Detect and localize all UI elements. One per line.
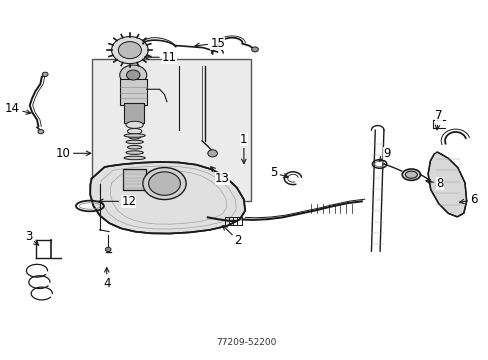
Text: 9: 9 xyxy=(378,147,390,161)
Text: 7: 7 xyxy=(434,109,442,130)
Text: 5: 5 xyxy=(270,166,287,179)
Ellipse shape xyxy=(124,156,145,160)
Text: 2: 2 xyxy=(222,225,241,247)
Text: 4: 4 xyxy=(103,267,110,290)
Bar xyxy=(92,59,251,201)
Circle shape xyxy=(251,47,258,52)
Bar xyxy=(123,103,143,123)
Text: 6: 6 xyxy=(459,193,477,206)
Ellipse shape xyxy=(124,134,145,137)
Ellipse shape xyxy=(126,140,143,144)
Text: 11: 11 xyxy=(144,51,177,64)
Circle shape xyxy=(38,130,43,134)
Ellipse shape xyxy=(127,145,142,149)
Circle shape xyxy=(105,247,111,252)
Ellipse shape xyxy=(126,121,143,129)
Circle shape xyxy=(207,150,217,157)
Bar xyxy=(122,169,145,190)
Ellipse shape xyxy=(126,151,143,154)
Polygon shape xyxy=(90,162,244,234)
Circle shape xyxy=(148,172,180,195)
Text: 12: 12 xyxy=(99,195,136,208)
Text: 1: 1 xyxy=(240,132,247,163)
Ellipse shape xyxy=(128,134,141,139)
Circle shape xyxy=(126,70,140,80)
Text: 8: 8 xyxy=(425,177,443,190)
Text: 14: 14 xyxy=(5,102,31,115)
Circle shape xyxy=(142,167,186,199)
Circle shape xyxy=(120,65,146,85)
Text: 13: 13 xyxy=(210,167,229,185)
Polygon shape xyxy=(427,152,466,217)
Bar xyxy=(120,78,146,105)
Text: 3: 3 xyxy=(25,230,39,245)
Text: 10: 10 xyxy=(56,147,91,160)
Circle shape xyxy=(118,42,141,59)
Ellipse shape xyxy=(405,171,417,178)
Ellipse shape xyxy=(402,169,420,180)
Ellipse shape xyxy=(127,129,142,134)
Text: 77209-52200: 77209-52200 xyxy=(216,338,276,347)
Text: 15: 15 xyxy=(195,36,224,50)
Circle shape xyxy=(111,37,148,64)
Circle shape xyxy=(42,72,48,76)
